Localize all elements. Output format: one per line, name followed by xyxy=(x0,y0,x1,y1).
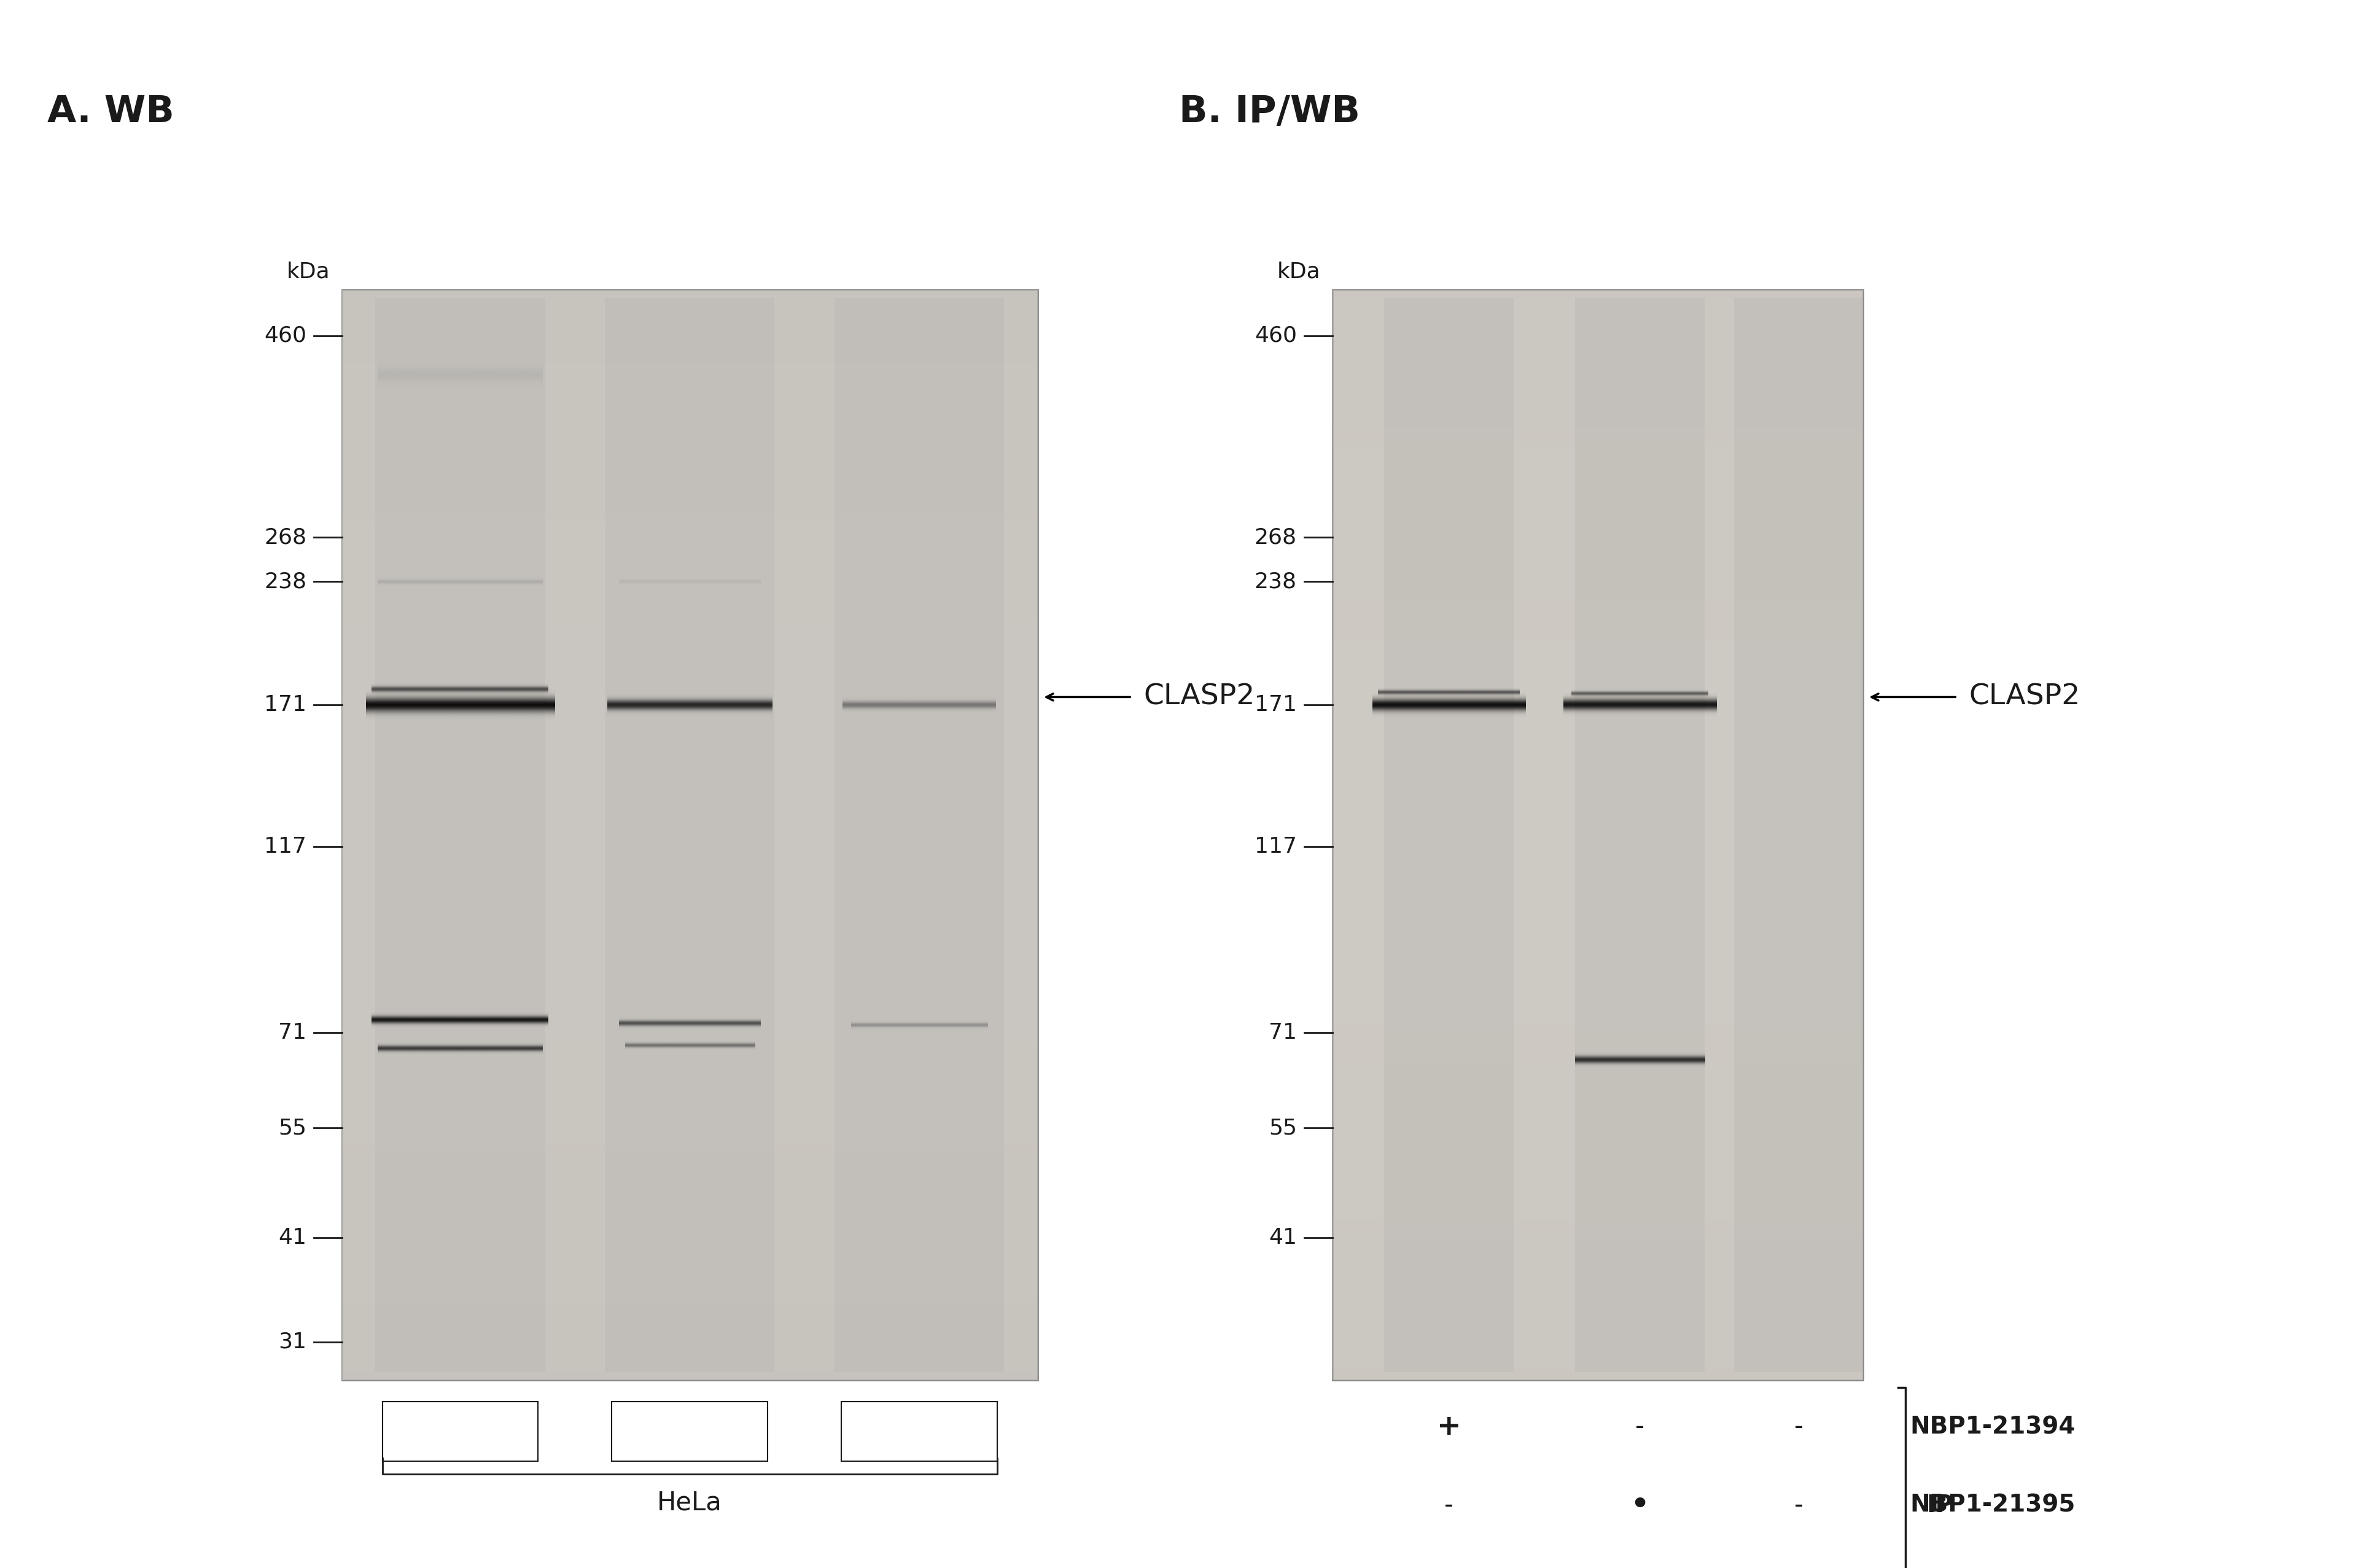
Text: IP: IP xyxy=(1926,1494,1952,1516)
Bar xyxy=(342,290,1038,1380)
Text: 71: 71 xyxy=(278,1022,307,1043)
Text: CLASP2: CLASP2 xyxy=(1969,684,2080,710)
Text: 238: 238 xyxy=(264,571,307,593)
Text: 55: 55 xyxy=(278,1118,307,1138)
Text: 171: 171 xyxy=(1254,695,1297,715)
Text: 41: 41 xyxy=(278,1228,307,1248)
Text: B. IP/WB: B. IP/WB xyxy=(1179,94,1361,130)
Text: 41: 41 xyxy=(1269,1228,1297,1248)
Bar xyxy=(611,1402,766,1461)
Text: 117: 117 xyxy=(264,836,307,856)
Bar xyxy=(604,298,773,1372)
Text: 5: 5 xyxy=(913,1421,927,1443)
Text: 268: 268 xyxy=(264,527,307,547)
Text: NBP1-21394: NBP1-21394 xyxy=(1910,1416,2075,1438)
Text: 238: 238 xyxy=(1254,571,1297,593)
Text: HeLa: HeLa xyxy=(658,1490,722,1515)
Text: 117: 117 xyxy=(1254,836,1297,856)
Bar xyxy=(835,298,1005,1372)
Bar xyxy=(1384,298,1514,1372)
Text: 171: 171 xyxy=(264,695,307,715)
Text: 50: 50 xyxy=(446,1421,476,1443)
Text: 71: 71 xyxy=(1269,1022,1297,1043)
Text: 31: 31 xyxy=(278,1331,307,1352)
Bar xyxy=(1733,298,1863,1372)
Bar xyxy=(1575,298,1705,1372)
Bar xyxy=(1332,290,1863,1380)
Text: A. WB: A. WB xyxy=(47,94,174,130)
Text: kDa: kDa xyxy=(288,262,330,282)
Text: -: - xyxy=(1794,1493,1804,1518)
Text: 268: 268 xyxy=(1254,527,1297,547)
Text: NBP1-21395: NBP1-21395 xyxy=(1910,1494,2075,1516)
Text: 15: 15 xyxy=(674,1421,705,1443)
Text: 460: 460 xyxy=(1254,326,1297,347)
Text: +: + xyxy=(1436,1413,1462,1441)
Text: -: - xyxy=(1794,1414,1804,1439)
Bar xyxy=(375,298,545,1372)
Text: •: • xyxy=(1632,1491,1648,1519)
Bar xyxy=(382,1402,538,1461)
Text: 460: 460 xyxy=(264,326,307,347)
Text: -: - xyxy=(1636,1414,1644,1439)
Text: 55: 55 xyxy=(1269,1118,1297,1138)
Bar xyxy=(842,1402,997,1461)
Text: kDa: kDa xyxy=(1278,262,1320,282)
Text: -: - xyxy=(1445,1493,1453,1518)
Text: CLASP2: CLASP2 xyxy=(1144,684,1254,710)
